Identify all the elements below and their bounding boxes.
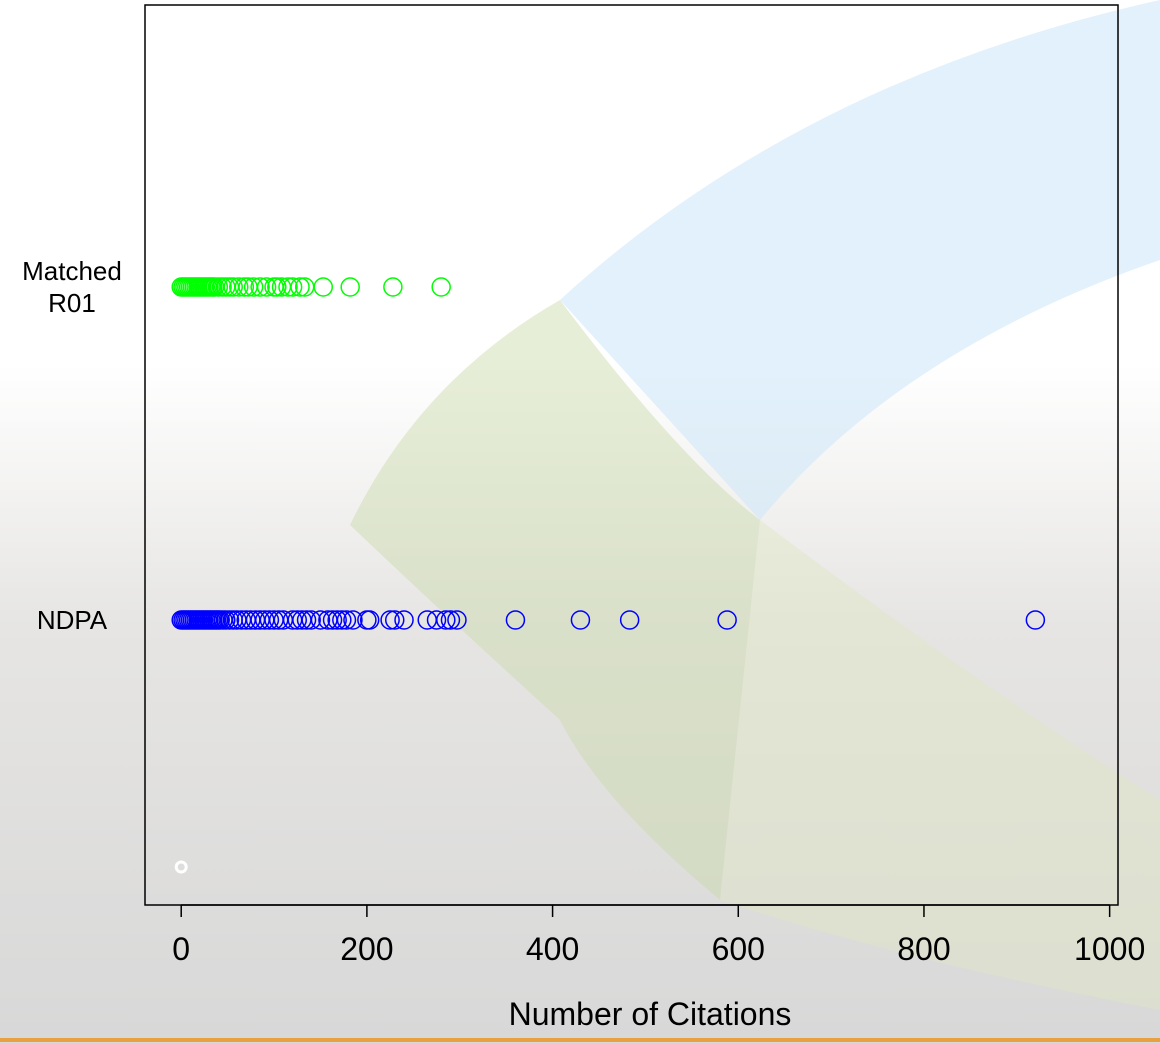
point xyxy=(332,610,352,630)
point xyxy=(229,277,249,297)
x-tick-label: 200 xyxy=(340,931,393,967)
point xyxy=(505,610,526,630)
point xyxy=(619,610,640,630)
point xyxy=(243,277,264,297)
point xyxy=(256,277,277,297)
decor-arc-green2 xyxy=(720,520,1160,1010)
y-category-label: Matched R01 xyxy=(22,256,122,318)
point xyxy=(282,277,303,297)
point xyxy=(310,610,331,630)
point xyxy=(426,610,447,630)
point xyxy=(1025,610,1046,630)
point xyxy=(296,610,317,630)
point xyxy=(290,277,310,297)
point xyxy=(322,610,343,630)
point xyxy=(340,277,360,297)
x-tick-label: 600 xyxy=(712,931,765,967)
x-tick-label: 400 xyxy=(526,931,579,967)
point xyxy=(343,610,363,630)
y-category-label: NDPA xyxy=(36,605,108,635)
point xyxy=(336,610,357,630)
point xyxy=(250,277,270,297)
point xyxy=(301,610,321,630)
point xyxy=(431,277,451,297)
point xyxy=(447,610,467,630)
point xyxy=(278,277,298,297)
point xyxy=(287,610,308,630)
x-tick-label: 0 xyxy=(172,931,190,967)
point xyxy=(327,610,347,630)
point xyxy=(380,610,400,630)
point xyxy=(174,860,188,874)
point xyxy=(313,277,334,297)
point xyxy=(259,610,280,630)
point xyxy=(394,610,414,630)
x-tick-label: 800 xyxy=(897,931,950,967)
x-axis-label: Number of Citations xyxy=(509,996,792,1032)
point xyxy=(570,610,591,630)
point xyxy=(384,610,405,630)
point xyxy=(294,277,315,297)
x-tick-label: 1000 xyxy=(1074,931,1145,967)
point xyxy=(267,277,287,297)
point xyxy=(440,610,461,630)
point xyxy=(717,610,737,630)
decor-arc-green xyxy=(350,300,760,900)
decor-arc-blue xyxy=(560,0,1160,520)
point xyxy=(383,277,403,297)
point xyxy=(359,610,380,630)
point xyxy=(223,277,243,297)
point xyxy=(436,610,456,630)
